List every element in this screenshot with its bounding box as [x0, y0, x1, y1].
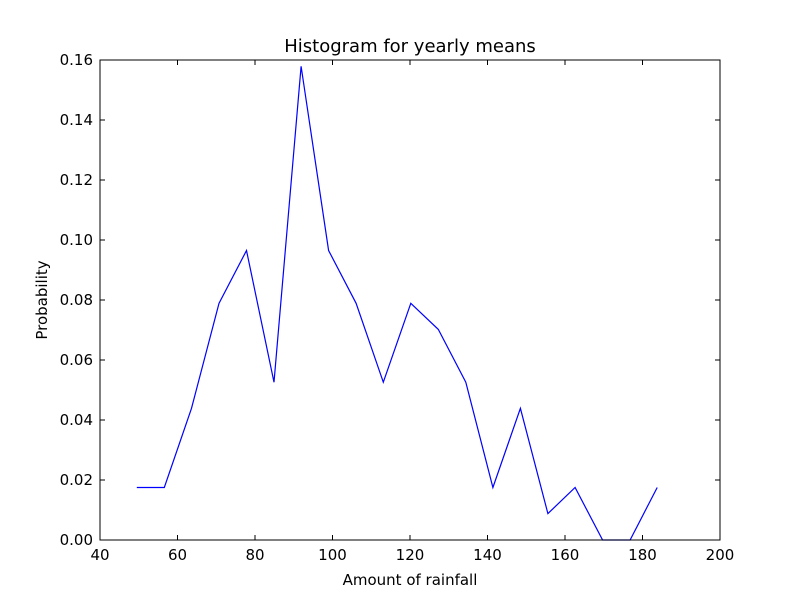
ticks-layer: 40 60 80 100 120 140 160 180 200 0.00 0.02 0.04 0.06…: [60, 51, 735, 564]
chart-title: Histogram for yearly means: [284, 36, 536, 57]
y-tick-label: 0.12: [60, 171, 93, 189]
x-tick-label: 40: [90, 546, 109, 564]
y-tick-label: 0.00: [60, 531, 93, 549]
y-axis-label: Probability: [33, 260, 51, 339]
x-tick-label: 80: [245, 546, 264, 564]
y-tick-label: 0.02: [60, 471, 93, 489]
x-tick-label: 180: [628, 546, 657, 564]
y-tick-label: 0.04: [60, 411, 93, 429]
x-tick-label: 60: [168, 546, 187, 564]
x-tick-label: 140: [473, 546, 502, 564]
x-tick-label: 120: [396, 546, 425, 564]
series-layer: [136, 66, 658, 541]
y-tick-label: 0.06: [60, 351, 93, 369]
x-tick-label: 200: [706, 546, 735, 564]
y-tick-label: 0.08: [60, 291, 93, 309]
x-tick-label: 160: [551, 546, 580, 564]
series-line: [136, 66, 658, 541]
y-tick-label: 0.14: [60, 111, 93, 129]
y-tick-label: 0.16: [60, 51, 93, 69]
x-axis-label: Amount of rainfall: [343, 571, 478, 589]
y-tick-label: 0.10: [60, 231, 93, 249]
x-tick-label: 100: [318, 546, 347, 564]
plot-frame: [99, 59, 721, 541]
